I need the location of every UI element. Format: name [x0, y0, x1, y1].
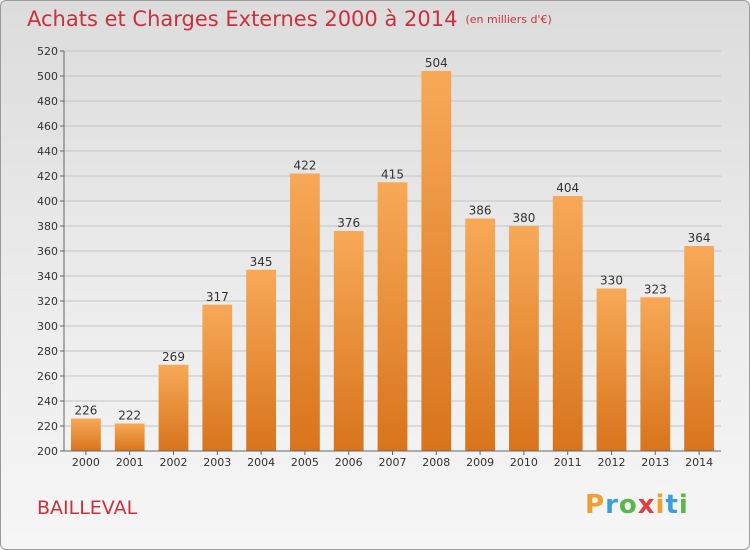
- chart-title-unit: (en milliers d'€): [465, 13, 552, 26]
- x-tick-label: 2010: [510, 456, 538, 469]
- x-tick-label: 2001: [116, 456, 144, 469]
- bar: [377, 182, 408, 451]
- bar: [71, 418, 101, 451]
- x-tick-label: 2014: [685, 456, 713, 469]
- bar-value-label: 323: [644, 282, 667, 296]
- bar: [684, 246, 714, 451]
- chart-title: Achats et Charges Externes 2000 à 2014 (e…: [27, 7, 552, 31]
- logo-letter: x: [637, 490, 656, 520]
- y-tick-label: 460: [37, 120, 58, 133]
- bar: [333, 231, 364, 451]
- y-tick-label: 360: [37, 245, 58, 258]
- x-tick-label: 2012: [598, 456, 626, 469]
- y-tick-label: 200: [37, 445, 58, 458]
- bar: [114, 423, 145, 451]
- bar-value-label: 226: [74, 404, 97, 418]
- x-tick-label: 2011: [554, 456, 582, 469]
- y-tick-label: 400: [37, 195, 58, 208]
- y-tick-label: 260: [37, 370, 58, 383]
- x-tick-label: 2007: [379, 456, 407, 469]
- bar: [596, 288, 627, 451]
- y-tick-label: 300: [37, 320, 58, 333]
- bar-value-label: 222: [118, 409, 141, 423]
- y-tick-label: 220: [37, 420, 58, 433]
- bar-value-label: 386: [469, 204, 492, 218]
- bars: 226 222 269 317 345 422 376 415 504 386 380 404 330 3…: [71, 56, 714, 451]
- logo-letter: i: [655, 490, 666, 520]
- y-tick-label: 280: [37, 345, 58, 358]
- y-tick-label: 420: [37, 170, 58, 183]
- y-tick-label: 320: [37, 295, 58, 308]
- y-tick-label: 340: [37, 270, 58, 283]
- logo-letter: t: [665, 490, 679, 520]
- proxiti-logo[interactable]: Proxiti: [585, 490, 689, 520]
- logo-letter: P: [585, 490, 606, 520]
- bar-value-label: 415: [381, 167, 404, 181]
- logo-letter: i: [678, 490, 689, 520]
- commune-name: BAILLEVAL: [37, 497, 138, 519]
- bar-value-label: 380: [512, 211, 535, 225]
- x-tick-label: 2003: [203, 456, 231, 469]
- axes: 200 220 240 260 280 300 320 340 360 380 400 420 440 4…: [37, 45, 721, 469]
- bar-value-label: 364: [688, 231, 711, 245]
- bar: [421, 71, 452, 451]
- bar: [290, 173, 320, 451]
- y-tick-label: 480: [37, 95, 58, 108]
- x-tick-label: 2005: [291, 456, 319, 469]
- bar: [552, 196, 583, 451]
- y-tick-label: 240: [37, 395, 58, 408]
- bar-value-label: 345: [250, 255, 273, 269]
- bar-value-label: 422: [293, 159, 316, 173]
- bar-value-label: 269: [162, 350, 185, 364]
- logo-letter: r: [605, 490, 619, 520]
- y-tick-label: 500: [37, 70, 58, 83]
- bar-value-label: 376: [337, 216, 360, 230]
- bar: [509, 226, 539, 451]
- x-tick-label: 2000: [72, 456, 100, 469]
- x-tick-label: 2002: [160, 456, 188, 469]
- bar-value-label: 330: [600, 274, 623, 288]
- x-tick-label: 2004: [247, 456, 275, 469]
- x-tick-label: 2013: [641, 456, 669, 469]
- x-tick-label: 2006: [335, 456, 363, 469]
- y-tick-label: 520: [37, 45, 58, 58]
- bar: [158, 364, 189, 451]
- bar-value-label: 504: [425, 56, 448, 70]
- bar: [640, 297, 671, 451]
- x-tick-label: 2009: [466, 456, 494, 469]
- x-tick-label: 2008: [422, 456, 450, 469]
- y-tick-label: 440: [37, 145, 58, 158]
- bar: [465, 218, 495, 451]
- bar-value-label: 404: [556, 181, 579, 195]
- bar: [246, 269, 276, 451]
- logo-letter: o: [618, 490, 638, 520]
- bar: [202, 304, 233, 451]
- chart-title-main: Achats et Charges Externes 2000 à 2014: [27, 7, 458, 31]
- y-tick-label: 380: [37, 220, 58, 233]
- bar-value-label: 317: [206, 290, 229, 304]
